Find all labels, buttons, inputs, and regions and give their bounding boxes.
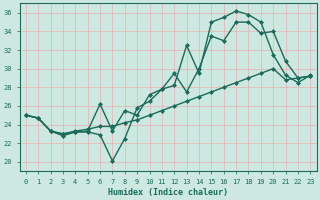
- X-axis label: Humidex (Indice chaleur): Humidex (Indice chaleur): [108, 188, 228, 197]
